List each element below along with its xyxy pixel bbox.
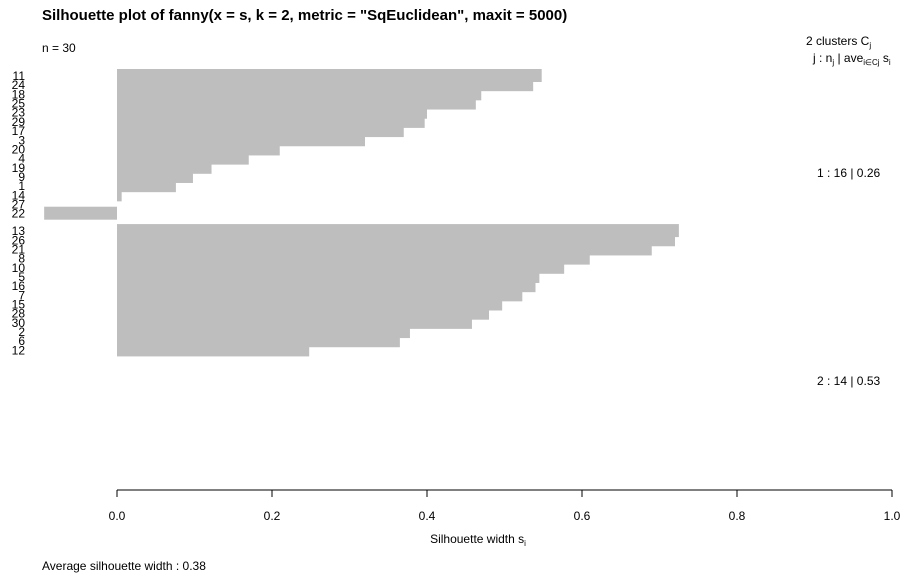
x-tick-label-1.0: 1.0 <box>884 509 901 523</box>
cluster-1-summary: 1 : 16 | 0.26 <box>817 166 880 180</box>
y-label-9: 9 <box>18 170 25 184</box>
y-label-1: 1 <box>18 179 25 193</box>
y-label-6: 6 <box>18 334 25 348</box>
x-tick-label-0.6: 0.6 <box>574 509 591 523</box>
y-label-3: 3 <box>18 133 25 147</box>
x-axis-label: Silhouette width si <box>430 532 526 548</box>
x-tick-label-0.0: 0.0 <box>109 509 126 523</box>
y-label-12: 12 <box>12 343 26 357</box>
y-label-30: 30 <box>12 316 26 330</box>
y-label-17: 17 <box>12 124 26 138</box>
bars-group <box>44 69 679 357</box>
y-label-29: 29 <box>12 115 26 129</box>
x-tick-label-0.2: 0.2 <box>264 509 281 523</box>
chart-title: Silhouette plot of fanny(x = s, k = 2, m… <box>42 7 567 24</box>
y-label-16: 16 <box>12 279 26 293</box>
y-tick-labels: 1124182523291732041991142722132621810516… <box>12 69 26 357</box>
y-label-19: 19 <box>12 161 26 175</box>
y-label-23: 23 <box>12 106 26 120</box>
n-label: n = 30 <box>42 41 76 55</box>
y-label-8: 8 <box>18 252 25 266</box>
silhouette-bar-14 <box>117 188 122 202</box>
x-axis-ticks: 0.0 0.2 0.4 0.6 0.8 1.0 <box>109 490 901 523</box>
silhouette-bar-12 <box>117 343 310 357</box>
y-label-28: 28 <box>12 307 26 321</box>
y-label-25: 25 <box>12 97 26 111</box>
silhouette-bar-1 <box>117 179 176 193</box>
y-label-21: 21 <box>12 242 26 256</box>
x-tick-label-0.4: 0.4 <box>419 509 436 523</box>
legend-header-line2: j : nj | avei∈Cj si <box>812 51 891 67</box>
average-silhouette-width: Average silhouette width : 0.38 <box>42 559 206 573</box>
y-label-24: 24 <box>12 78 26 92</box>
y-label-27: 27 <box>12 198 26 212</box>
y-label-4: 4 <box>18 152 25 166</box>
cluster-2-summary: 2 : 14 | 0.53 <box>817 374 880 388</box>
y-label-10: 10 <box>12 261 26 275</box>
y-label-2: 2 <box>18 325 25 339</box>
legend-header-line1: 2 clusters Cj <box>806 34 871 50</box>
y-label-20: 20 <box>12 142 26 156</box>
y-label-18: 18 <box>12 87 26 101</box>
x-tick-label-0.8: 0.8 <box>729 509 746 523</box>
y-label-22: 22 <box>12 207 26 221</box>
y-label-7: 7 <box>18 288 25 302</box>
y-label-13: 13 <box>12 224 26 238</box>
y-label-14: 14 <box>12 188 26 202</box>
y-label-15: 15 <box>12 298 26 312</box>
y-label-11: 11 <box>13 69 26 83</box>
silhouette-bar-22 <box>44 206 117 220</box>
y-label-5: 5 <box>18 270 25 284</box>
y-label-26: 26 <box>12 233 26 247</box>
